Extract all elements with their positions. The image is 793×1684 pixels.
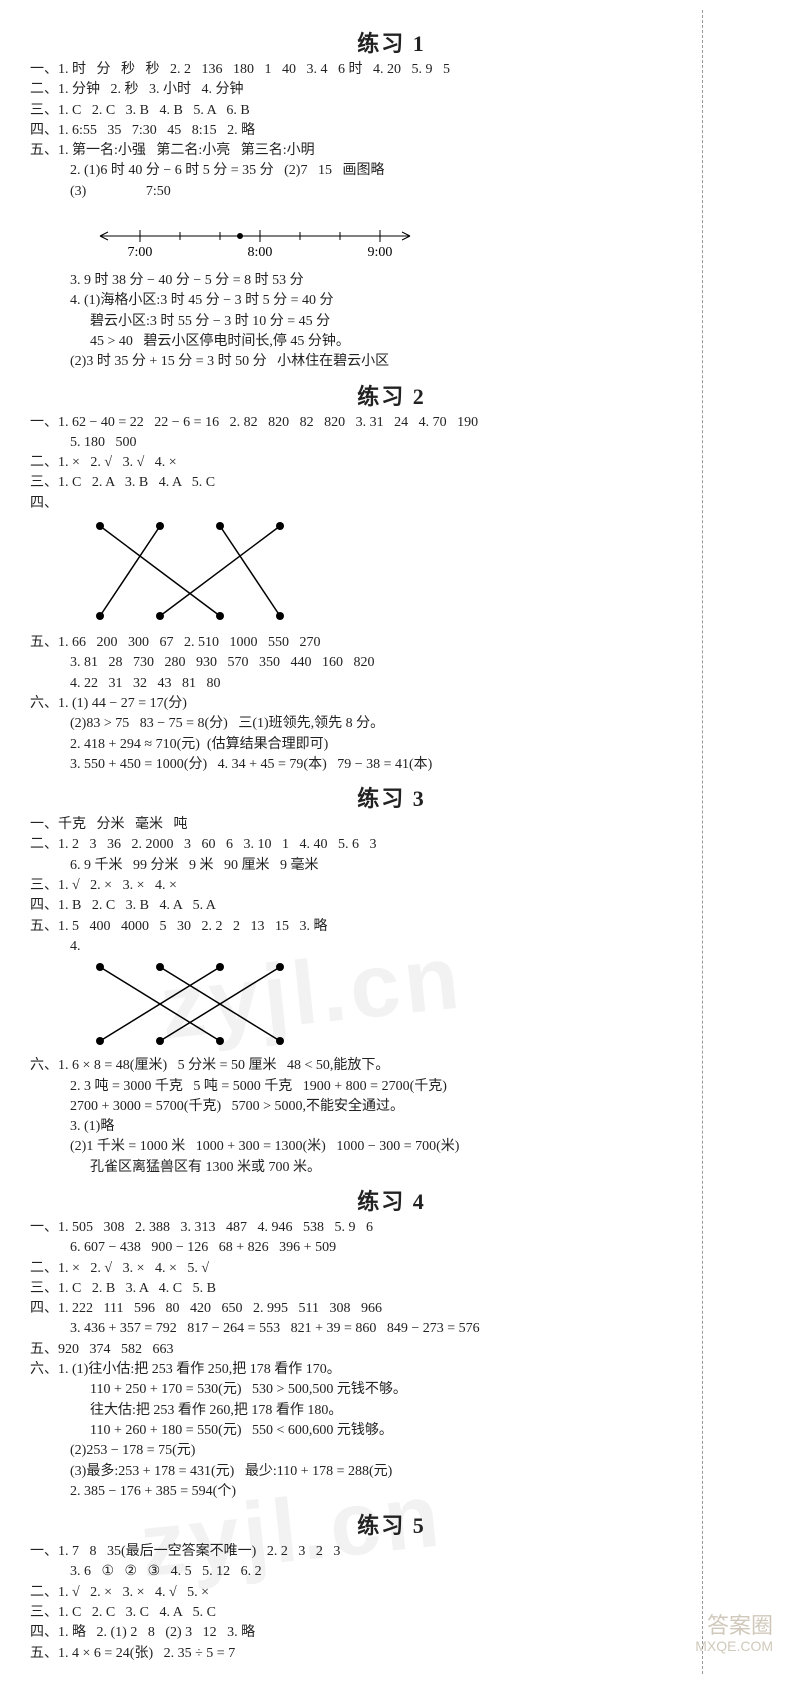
s3-l3: 三、1. √ 2. × 3. × 4. × <box>30 876 753 896</box>
s1-a2: 碧云小区:3 时 55 分 − 3 时 10 分 = 45 分 <box>30 312 753 332</box>
s4-l2: 二、1. × 2. √ 3. × 4. × 5. √ <box>30 1259 753 1279</box>
s2-l2: 二、1. × 2. √ 3. √ 4. × <box>30 453 753 473</box>
s5-l3: 三、1. C 2. C 3. C 4. A 5. C <box>30 1603 753 1623</box>
s2-l3: 三、1. C 2. A 3. B 4. A 5. C <box>30 473 753 493</box>
s2-a3: 六、1. (1) 44 − 27 = 17(分) <box>30 694 753 714</box>
s4-l9: 往大估:把 253 看作 260,把 178 看作 180。 <box>30 1401 753 1421</box>
s4-l0: 一、1. 505 308 2. 388 3. 313 487 4. 946 53… <box>30 1218 753 1238</box>
s3-l5: 五、1. 5 400 4000 5 30 2. 2 2 13 15 3. 略 <box>30 917 753 937</box>
s4-l4: 四、1. 222 111 596 80 420 650 2. 995 511 3… <box>30 1299 753 1319</box>
s1-a1: 4. (1)海格小区:3 时 45 分 − 3 时 5 分 = 40 分 <box>30 291 753 311</box>
s3-l1: 二、1. 2 3 36 2. 2000 3 60 6 3. 10 1 4. 40… <box>30 835 753 855</box>
s4-l6: 五、920 374 582 663 <box>30 1340 753 1360</box>
svg-text:9:00: 9:00 <box>368 245 393 260</box>
s2-l4: 四、 <box>30 494 753 514</box>
s2-l1: 5. 180 500 <box>30 433 753 453</box>
s1-l1: 二、1. 分钟 2. 秒 3. 小时 4. 分钟 <box>30 80 753 100</box>
s4-l12: (3)最多:253 + 178 = 431(元) 最少:110 + 178 = … <box>30 1462 753 1482</box>
svg-text:8:00: 8:00 <box>248 245 273 260</box>
section-2-title: 练习 2 <box>30 379 753 411</box>
s1-l6: (3) 7:50 <box>30 182 753 202</box>
s1-l3: 四、1. 6:55 35 7:30 45 8:15 2. 略 <box>30 121 753 141</box>
s4-l10: 110 + 260 + 180 = 550(元) 550 < 600,600 元… <box>30 1421 753 1441</box>
s3-a5: 孔雀区离猛兽区有 1300 米或 700 米。 <box>30 1158 753 1178</box>
section-5-title: 练习 5 <box>30 1508 753 1540</box>
badge-line2: MXQE.COM <box>695 1639 773 1654</box>
s3-a2: 2700 + 3000 = 5700(千克) 5700 > 5000,不能安全通… <box>30 1097 753 1117</box>
s2-l0: 一、1. 62 − 40 = 22 22 − 6 = 16 2. 82 820 … <box>30 413 753 433</box>
s5-l5: 五、1. 4 × 6 = 24(张) 2. 35 ÷ 5 = 7 <box>30 1644 753 1664</box>
s4-l1: 6. 607 − 438 900 − 126 68 + 826 396 + 50… <box>30 1238 753 1258</box>
s3-l0: 一、千克 分米 毫米 吨 <box>30 815 753 835</box>
section-3-title: 练习 3 <box>30 781 753 813</box>
s1-l5: 2. (1)6 时 40 分 − 6 时 5 分 = 35 分 (2)7 15 … <box>30 161 753 181</box>
match-2-wrap <box>70 516 753 631</box>
s2-a4: (2)83 > 75 83 − 75 = 8(分) 三(1)班领先,领先 8 分… <box>30 714 753 734</box>
s3-a3: 3. (1)略 <box>30 1117 753 1137</box>
s2-a0: 五、1. 66 200 300 67 2. 510 1000 550 270 <box>30 633 753 653</box>
badge-line1: 答案圈 <box>695 1614 773 1638</box>
s2-a1: 3. 81 28 730 280 930 570 350 440 160 820 <box>30 653 753 673</box>
match-3-wrap <box>70 959 753 1054</box>
s5-l4: 四、1. 略 2. (1) 2 8 (2) 3 12 3. 略 <box>30 1623 753 1643</box>
numberline-wrap: 7:00 8:00 9:00 <box>70 204 753 269</box>
s4-l8: 110 + 250 + 170 = 530(元) 530 > 500,500 元… <box>30 1380 753 1400</box>
numberline-svg: 7:00 8:00 9:00 <box>70 204 430 264</box>
s1-l0: 一、1. 时 分 秒 秒 2. 2 136 180 1 40 3. 4 6 时 … <box>30 60 753 80</box>
s2-a2: 4. 22 31 32 43 81 80 <box>30 674 753 694</box>
s1-a3: 45 > 40 碧云小区停电时间长,停 45 分钟。 <box>30 332 753 352</box>
s5-l0: 一、1. 7 8 35(最后一空答案不唯一) 2. 2 3 2 3 <box>30 1542 753 1562</box>
section-1-title: 练习 1 <box>30 26 753 58</box>
svg-text:7:00: 7:00 <box>128 245 153 260</box>
s1-a4: (2)3 时 35 分 + 15 分 = 3 时 50 分 小林住在碧云小区 <box>30 352 753 372</box>
s3-a1: 2. 3 吨 = 3000 千克 5 吨 = 5000 千克 1900 + 80… <box>30 1077 753 1097</box>
s4-l13: 2. 385 − 176 + 385 = 594(个) <box>30 1482 753 1502</box>
s3-l4: 四、1. B 2. C 3. B 4. A 5. A <box>30 896 753 916</box>
s4-l7: 六、1. (1)往小估:把 253 看作 250,把 178 看作 170。 <box>30 1360 753 1380</box>
section-4-title: 练习 4 <box>30 1184 753 1216</box>
s1-a0: 3. 9 时 38 分 − 40 分 − 5 分 = 8 时 53 分 <box>30 271 753 291</box>
s4-l5: 3. 436 + 357 = 792 817 − 264 = 553 821 +… <box>30 1319 753 1339</box>
s4-l11: (2)253 − 178 = 75(元) <box>30 1441 753 1461</box>
s3-a4: (2)1 千米 = 1000 米 1000 + 300 = 1300(米) 10… <box>30 1137 753 1157</box>
match-3-svg <box>70 959 330 1049</box>
s1-l2: 三、1. C 2. C 3. B 4. B 5. A 6. B <box>30 101 753 121</box>
s2-a6: 3. 550 + 450 = 1000(分) 4. 34 + 45 = 79(本… <box>30 755 753 775</box>
s3-a0: 六、1. 6 × 8 = 48(厘米) 5 分米 = 50 厘米 48 < 50… <box>30 1056 753 1076</box>
s3-l6: 4. <box>30 937 753 957</box>
source-badge: 答案圈 MXQE.COM <box>695 1614 773 1654</box>
s5-l1: 3. 6 ① ② ③ 4. 5 5. 12 6. 2 <box>30 1562 753 1582</box>
answer-page: zyjl.cn zyjl.cn 练习 1 一、1. 时 分 秒 秒 2. 2 1… <box>0 0 793 1684</box>
s4-l3: 三、1. C 2. B 3. A 4. C 5. B <box>30 1279 753 1299</box>
match-2-svg <box>70 516 330 626</box>
s2-a5: 2. 418 + 294 ≈ 710(元) (估算结果合理即可) <box>30 735 753 755</box>
page-divider <box>702 10 703 1674</box>
s1-l4: 五、1. 第一名:小强 第二名:小亮 第三名:小明 <box>30 141 753 161</box>
s3-l2: 6. 9 千米 99 分米 9 米 90 厘米 9 毫米 <box>30 856 753 876</box>
